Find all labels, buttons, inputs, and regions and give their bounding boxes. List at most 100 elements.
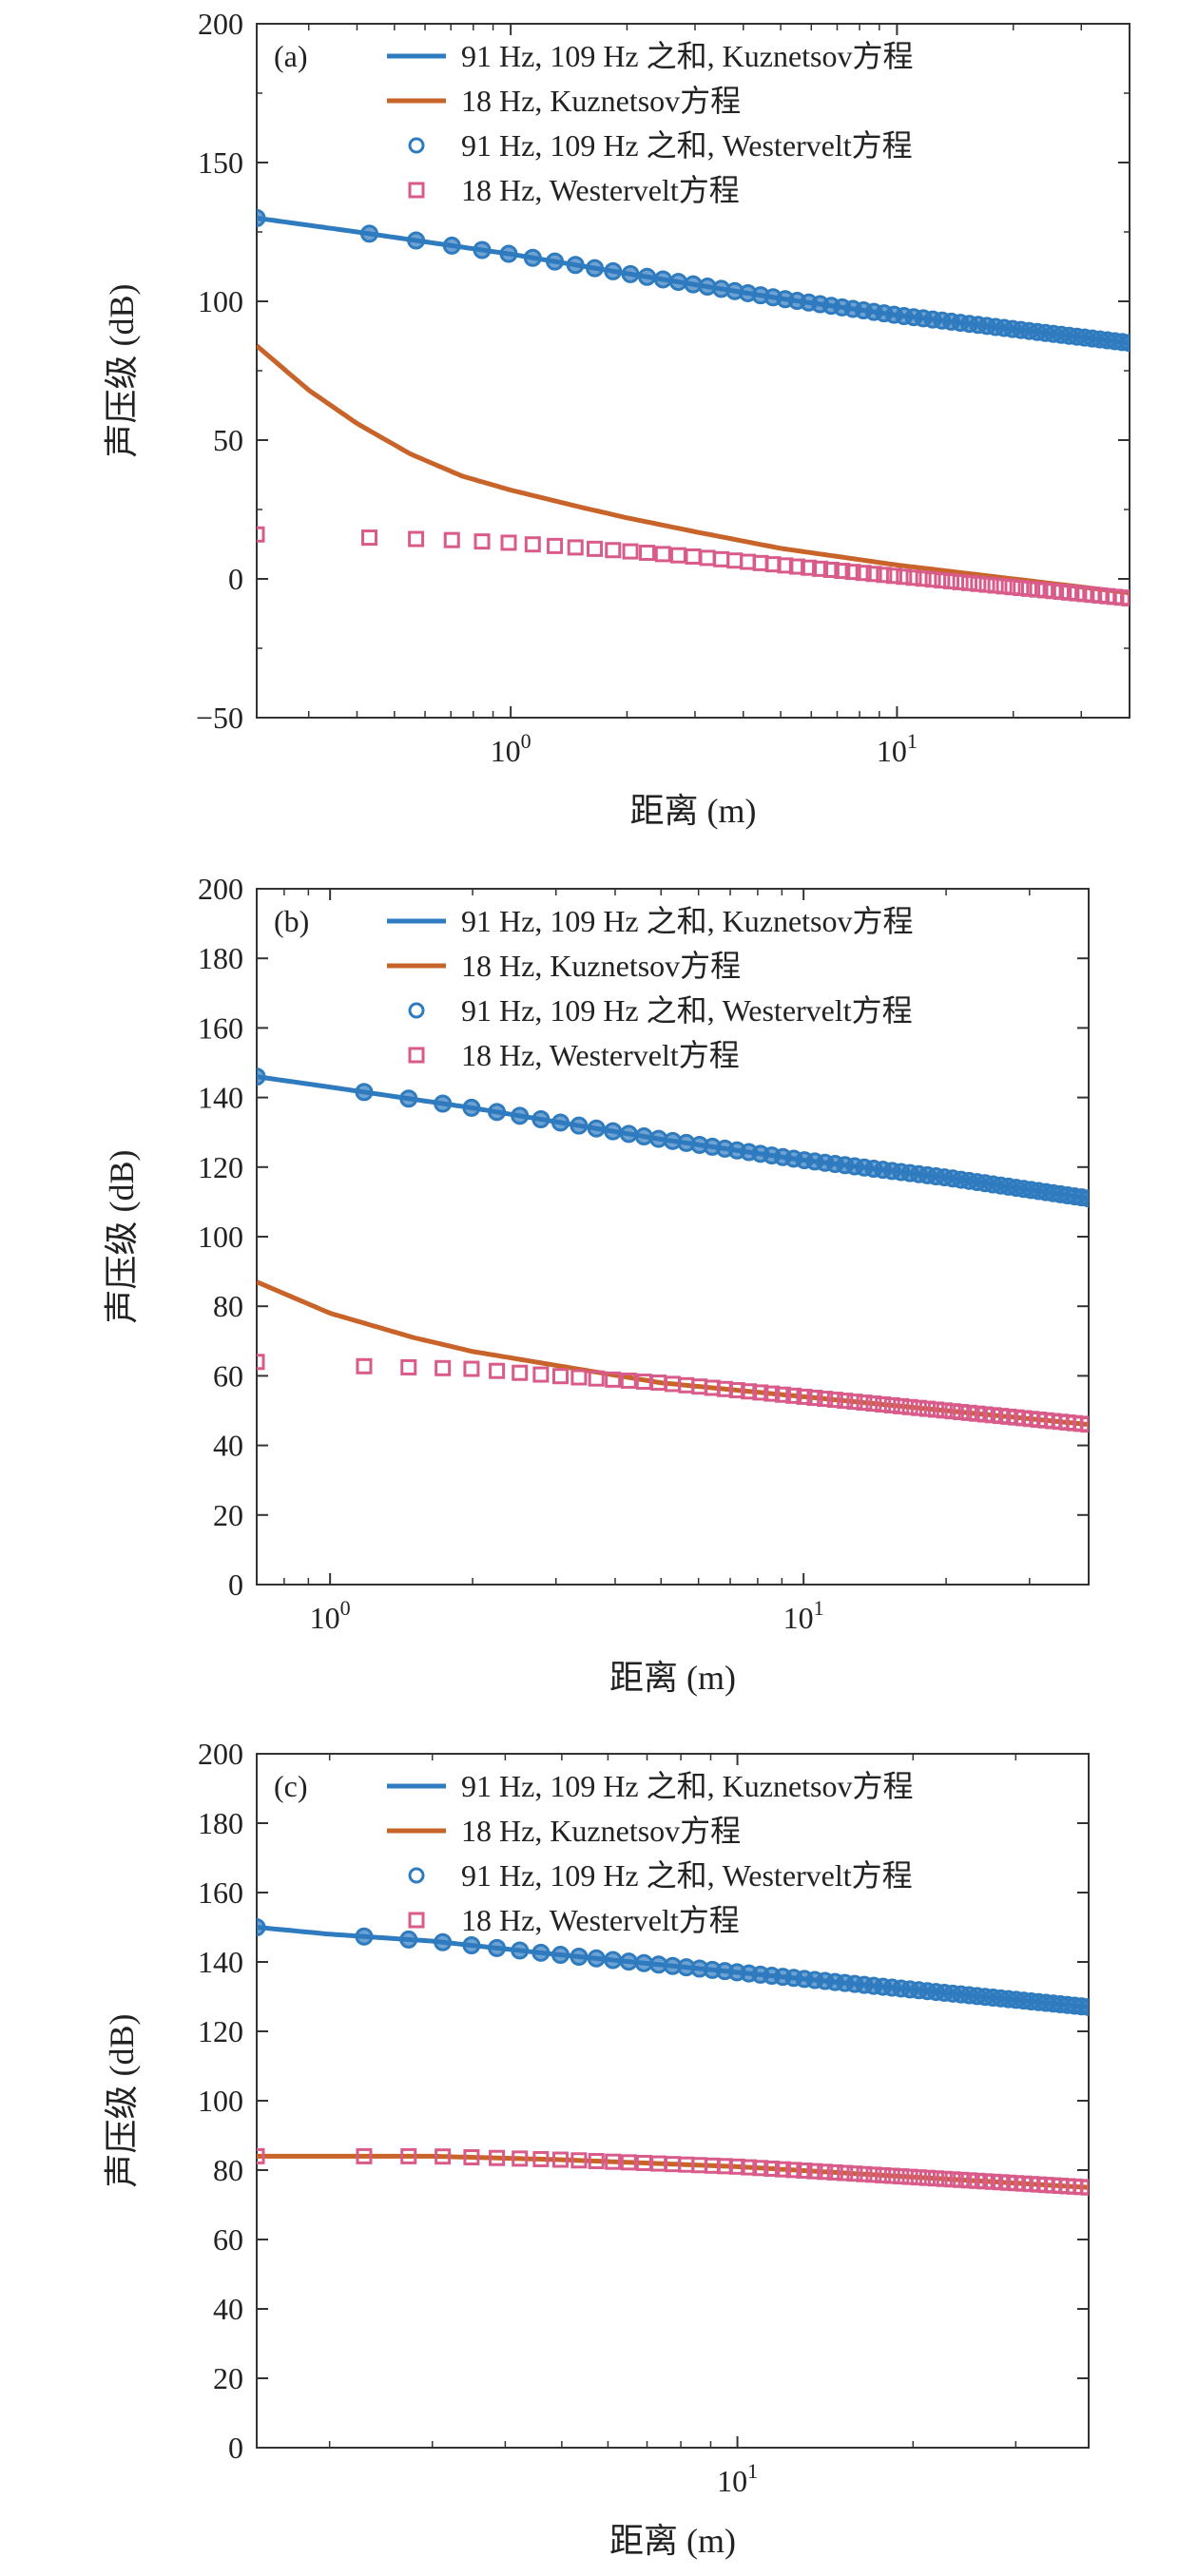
y-tick-label: 160 [198, 1875, 243, 1910]
series-point-circle [257, 208, 266, 227]
series-point-square [934, 572, 951, 589]
series-point-square [927, 2170, 944, 2187]
series-point-square [817, 2163, 834, 2181]
series-point-square [918, 1400, 936, 1417]
legend-entry-2: 18 Hz, Kuznetsov方程 [461, 1814, 741, 1848]
series-point-square [741, 1383, 758, 1400]
series-point-square [512, 1364, 529, 1381]
series-point-square [777, 557, 794, 574]
y-tick-label: 80 [213, 2153, 243, 2187]
legend-entry-3: 91 Hz, 109 Hz 之和, Westervelt方程 [461, 1858, 913, 1893]
series-point-square [588, 1370, 605, 1387]
series-point-square [752, 1384, 769, 1401]
series-point-circle [434, 1094, 453, 1113]
series-point-square [713, 550, 730, 567]
series-point-square [927, 1401, 944, 1418]
series-point-square [961, 574, 978, 591]
series-point-circle [511, 1106, 530, 1125]
x-axis-label: 距离 (m) [630, 792, 757, 830]
series-point-square [1080, 2179, 1089, 2196]
series-point-circle [399, 1930, 418, 1949]
y-tick-label: 20 [213, 2361, 243, 2395]
series-point-square [654, 546, 671, 563]
series-point-square [801, 559, 818, 576]
series-point-square [918, 2169, 936, 2186]
series-point-circle [634, 1127, 653, 1146]
legend-entry-1: 91 Hz, 109 Hz 之和, Kuznetsov方程 [461, 904, 914, 938]
series-point-square [435, 2148, 452, 2165]
series-point-square [910, 2169, 927, 2186]
series-point-circle [1079, 1189, 1089, 1208]
x-axis-label: 距离 (m) [609, 2522, 736, 2560]
series-point-square [512, 2150, 529, 2167]
series-point-circle [488, 1103, 507, 1122]
legend-entry-4: 18 Hz, Westervelt方程 [461, 1038, 740, 1072]
series-point-circle [570, 1116, 589, 1135]
series-point-circle [407, 231, 426, 250]
series-point-square [855, 565, 872, 582]
series-point-square [605, 1371, 622, 1388]
panel-label: (b) [274, 904, 309, 938]
series-point-square [774, 1386, 791, 1403]
series-point-square [885, 567, 902, 585]
series-point-circle [473, 240, 492, 260]
series-point-circle [566, 256, 585, 275]
series-point-square [408, 530, 425, 548]
series-point-circle [604, 1122, 623, 1141]
y-tick-label: 200 [198, 7, 243, 41]
y-tick-label: −50 [196, 701, 243, 735]
series-point-square [524, 536, 541, 553]
series-point-square [400, 1358, 417, 1375]
y-tick-label: 120 [198, 1150, 243, 1184]
y-tick-label: 180 [198, 1806, 243, 1840]
plot-area [257, 1918, 1089, 2196]
series-point-square [785, 1387, 802, 1404]
series-point-square [400, 2147, 417, 2164]
x-axis-label: 距离 (m) [609, 1659, 736, 1697]
legend-symbol-3 [408, 1002, 425, 1019]
series-point-square [552, 1368, 570, 1385]
series-point-square [952, 573, 969, 590]
series-point-square [936, 2170, 953, 2187]
series-point-circle [604, 1951, 623, 1970]
legend-entry-2: 18 Hz, Kuznetsov方程 [461, 84, 741, 118]
series-point-square [924, 571, 941, 588]
y-tick-label: 100 [198, 2084, 243, 2118]
series-point-circle [355, 1927, 374, 1946]
series-point-square [865, 1395, 882, 1413]
series-point-circle [634, 1953, 653, 1972]
series-point-square [796, 1388, 813, 1405]
series-point-square [837, 1393, 854, 1410]
series-point-square [806, 1390, 823, 1407]
series-point-square [883, 2167, 900, 2184]
series-point-square [806, 2163, 823, 2180]
series-point-square [837, 2164, 854, 2182]
legend-entry-1: 91 Hz, 109 Hz 之和, Kuznetsov方程 [461, 39, 914, 73]
legend-entry-1: 91 Hz, 109 Hz 之和, Kuznetsov方程 [461, 1769, 914, 1803]
series-point-square [587, 540, 604, 557]
series-point-square [826, 2163, 843, 2181]
series-point-square [893, 2168, 910, 2185]
series-point-square [915, 570, 932, 587]
series-point-square [905, 569, 922, 586]
series-point-square [875, 1396, 892, 1413]
series-point-circle [619, 1952, 638, 1971]
series-point-square [699, 549, 716, 567]
legend-symbol-4 [408, 182, 425, 199]
y-tick-label: 150 [198, 145, 243, 180]
series-point-square [844, 564, 861, 581]
series-point-square [846, 2165, 863, 2182]
series-point-square [763, 2160, 781, 2177]
series-point-circle [1079, 1997, 1089, 2016]
series-point-square [1004, 579, 1021, 596]
series-point-circle [499, 244, 518, 263]
series-point-square [953, 1404, 970, 1421]
legend-symbol-4 [408, 1912, 425, 1929]
series-point-square [552, 2151, 570, 2168]
series-point-circle [546, 252, 565, 271]
legend-square [408, 1912, 425, 1929]
series-point-square [896, 568, 913, 586]
legend-symbol-3 [408, 1867, 425, 1884]
series-point-square [356, 2147, 373, 2164]
series-point-square [910, 1399, 927, 1416]
